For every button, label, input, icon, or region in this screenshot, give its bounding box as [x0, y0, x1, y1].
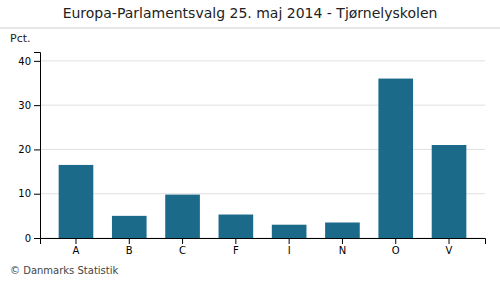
x-tick-mark: [182, 238, 183, 244]
x-tick-label: N: [339, 245, 346, 256]
y-tick: 10: [18, 188, 40, 199]
x-tick: V: [446, 238, 453, 256]
y-tick: 30: [18, 100, 40, 111]
x-tick-mark: [129, 238, 130, 244]
x-tick-mark: [449, 238, 450, 244]
x-tick: B: [126, 238, 133, 256]
x-tick: I: [288, 238, 291, 256]
x-tick-mark: [395, 238, 396, 244]
x-tick: N: [339, 238, 346, 256]
y-tick-label: 10: [18, 188, 31, 199]
x-tick-label: A: [73, 245, 80, 256]
plot: 0 10 20 30 40 A B C F I N O V: [18, 53, 485, 257]
x-tick-label: V: [446, 245, 453, 256]
y-tick-mark: [34, 149, 40, 150]
x-tick: F: [233, 238, 239, 256]
y-axis: 0 10 20 30 40: [18, 53, 40, 244]
y-tick-mark: [34, 61, 40, 62]
x-tick-mark: [289, 238, 290, 244]
y-tick-mark: [34, 194, 40, 195]
bar: [219, 215, 254, 238]
y-axis-line: [34, 53, 41, 239]
bar: [325, 223, 360, 239]
y-tick: 40: [18, 56, 40, 67]
y-tick-label: 30: [18, 100, 31, 111]
bar: [378, 79, 413, 238]
y-tick: 20: [18, 144, 40, 155]
x-tick-label: B: [126, 245, 133, 256]
grid-line: [40, 193, 485, 194]
x-axis-line: [41, 239, 486, 245]
grid-line: [40, 105, 485, 106]
grid-line: [40, 60, 485, 61]
bar: [432, 145, 467, 238]
title: Europa-Parlamentsvalg 25. maj 2014 - Tjø…: [63, 5, 438, 21]
y-tick-label: 40: [18, 56, 31, 67]
x-tick-label: O: [392, 245, 400, 256]
footer: © Danmarks Statistik: [10, 265, 119, 276]
y-tick-mark: [34, 238, 40, 239]
y-tick: 0: [25, 233, 40, 244]
y-tick-label: 20: [18, 144, 31, 155]
x-axis: ABCFINOV: [41, 238, 486, 256]
separator: [0, 28, 500, 29]
chart-svg: Europa-Parlamentsvalg 25. maj 2014 - Tjø…: [0, 0, 500, 282]
x-tick-mark: [235, 238, 236, 244]
x-tick: O: [392, 238, 400, 256]
x-tick-label: F: [233, 245, 239, 256]
y-tick-mark: [34, 105, 40, 106]
grid-line: [40, 149, 485, 150]
bar: [272, 225, 307, 238]
y-tick-label: 0: [25, 233, 31, 244]
bar: [165, 195, 200, 238]
bar: [112, 216, 147, 238]
x-tick-label: I: [288, 245, 291, 256]
x-tick: A: [73, 238, 80, 256]
x-tick-mark: [75, 238, 76, 244]
chart-container: Europa-Parlamentsvalg 25. maj 2014 - Tjø…: [0, 0, 500, 282]
x-tick: C: [179, 238, 186, 256]
y-label: Pct.: [10, 32, 31, 45]
x-tick-label: C: [179, 245, 186, 256]
bars: [59, 79, 467, 238]
bar: [59, 165, 94, 238]
x-tick-mark: [342, 238, 343, 244]
grid: [40, 61, 485, 238]
